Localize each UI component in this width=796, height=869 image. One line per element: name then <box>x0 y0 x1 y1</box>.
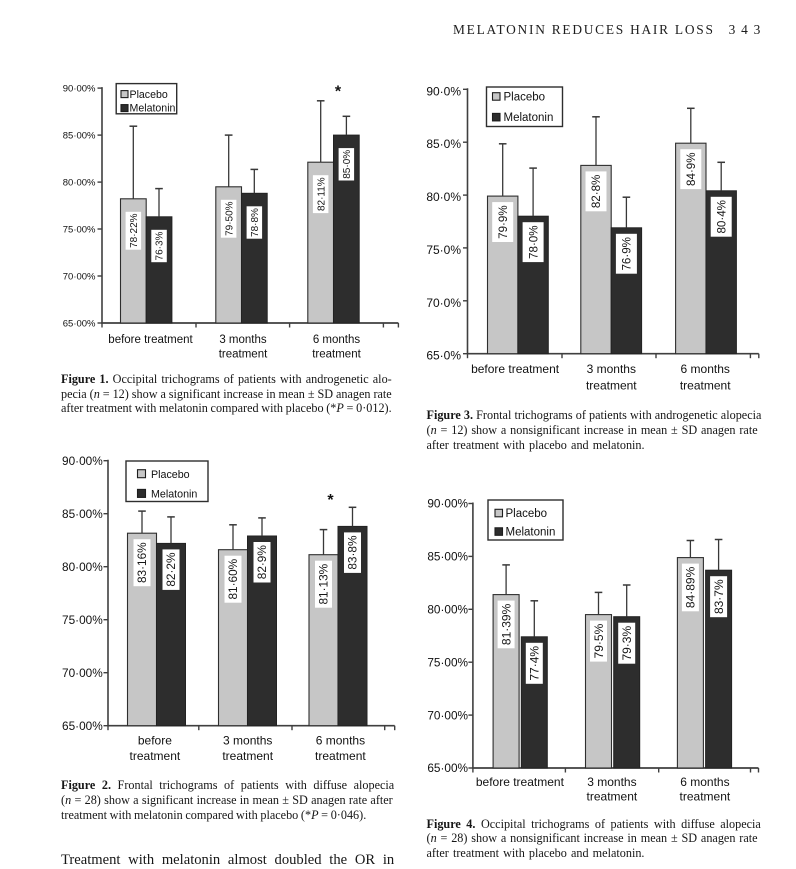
svg-text:*: * <box>335 84 342 101</box>
svg-text:before treatment: before treatment <box>476 775 565 789</box>
svg-text:80·0%: 80·0% <box>426 190 461 204</box>
svg-text:treatment: treatment <box>680 378 731 392</box>
svg-text:82·9%: 82·9% <box>255 545 269 580</box>
svg-text:78·8%: 78·8% <box>250 208 261 237</box>
svg-text:81·39%: 81·39% <box>499 603 513 645</box>
svg-text:treatment: treatment <box>130 749 181 763</box>
svg-text:6 months: 6 months <box>680 775 729 789</box>
svg-text:84·9%: 84·9% <box>685 152 698 186</box>
svg-text:treatment: treatment <box>219 349 268 361</box>
svg-text:90·00%: 90·00% <box>62 454 103 468</box>
svg-text:90·0%: 90·0% <box>426 84 461 98</box>
svg-text:70·00%: 70·00% <box>62 666 103 680</box>
svg-text:70·00%: 70·00% <box>427 708 468 722</box>
svg-text:82·8%: 82·8% <box>590 175 603 209</box>
svg-text:65·00%: 65·00% <box>62 719 103 733</box>
svg-text:77·4%: 77·4% <box>528 646 542 681</box>
svg-text:70·0%: 70·0% <box>426 296 461 310</box>
svg-text:6 months: 6 months <box>681 362 730 376</box>
svg-text:Placebo: Placebo <box>130 89 168 101</box>
svg-text:treatment: treatment <box>315 749 366 763</box>
svg-text:79·50%: 79·50% <box>224 201 235 236</box>
svg-text:treatment: treatment <box>312 349 361 361</box>
svg-text:3 months: 3 months <box>587 775 636 789</box>
svg-text:81·13%: 81·13% <box>317 563 331 604</box>
svg-text:90·00%: 90·00% <box>63 84 96 95</box>
svg-text:80·00%: 80·00% <box>62 560 103 574</box>
svg-text:75·00%: 75·00% <box>427 655 468 669</box>
svg-text:treatment: treatment <box>587 790 638 804</box>
svg-text:85·0%: 85·0% <box>426 137 461 151</box>
svg-text:6 months: 6 months <box>313 334 361 346</box>
svg-text:80·00%: 80·00% <box>427 603 468 617</box>
svg-text:6 months: 6 months <box>316 734 365 748</box>
svg-text:85·00%: 85·00% <box>427 550 468 564</box>
svg-text:83·7%: 83·7% <box>712 579 726 614</box>
svg-text:85·0%: 85·0% <box>342 150 353 179</box>
svg-text:75·00%: 75·00% <box>62 613 103 627</box>
svg-text:80·00%: 80·00% <box>63 178 96 189</box>
svg-text:Placebo: Placebo <box>506 508 548 520</box>
svg-text:treatment: treatment <box>586 378 637 392</box>
svg-text:80·4%: 80·4% <box>715 200 728 234</box>
svg-text:81·60%: 81·60% <box>226 558 240 599</box>
svg-text:before treatment: before treatment <box>108 334 193 346</box>
svg-text:Melatonin: Melatonin <box>506 526 556 538</box>
svg-text:78·22%: 78·22% <box>129 213 140 248</box>
svg-text:before treatment: before treatment <box>471 362 560 376</box>
svg-text:65·0%: 65·0% <box>426 349 461 363</box>
svg-text:Melatonin: Melatonin <box>130 103 176 115</box>
svg-text:Placebo: Placebo <box>151 469 190 481</box>
svg-text:79·3%: 79·3% <box>620 626 634 661</box>
svg-text:75·0%: 75·0% <box>426 243 461 257</box>
svg-text:65·00%: 65·00% <box>427 761 468 775</box>
svg-text:90·00%: 90·00% <box>427 497 468 511</box>
svg-text:85·00%: 85·00% <box>63 131 96 142</box>
svg-text:3 months: 3 months <box>219 334 267 346</box>
svg-text:65·00%: 65·00% <box>63 318 96 329</box>
svg-text:84·89%: 84·89% <box>684 566 698 608</box>
svg-text:75·00%: 75·00% <box>63 225 96 236</box>
svg-text:Melatonin: Melatonin <box>504 112 554 124</box>
svg-text:83·8%: 83·8% <box>346 535 360 570</box>
svg-text:83·16%: 83·16% <box>135 542 149 583</box>
svg-text:82·2%: 82·2% <box>164 552 178 587</box>
svg-text:3 months: 3 months <box>223 734 272 748</box>
svg-text:treatment: treatment <box>222 749 273 763</box>
svg-text:82·11%: 82·11% <box>316 177 327 211</box>
svg-text:79·5%: 79·5% <box>592 623 606 658</box>
svg-text:79·9%: 79·9% <box>497 205 510 239</box>
svg-text:85·00%: 85·00% <box>62 507 103 521</box>
svg-text:*: * <box>327 492 334 509</box>
svg-text:76·9%: 76·9% <box>621 237 634 271</box>
svg-text:before: before <box>138 734 172 748</box>
svg-text:78·0%: 78·0% <box>527 225 540 259</box>
svg-text:76·3%: 76·3% <box>155 231 166 260</box>
svg-text:3 months: 3 months <box>587 362 636 376</box>
svg-text:Melatonin: Melatonin <box>151 489 197 501</box>
svg-text:treatment: treatment <box>680 790 731 804</box>
svg-text:Placebo: Placebo <box>504 91 546 103</box>
svg-text:70·00%: 70·00% <box>63 271 96 282</box>
